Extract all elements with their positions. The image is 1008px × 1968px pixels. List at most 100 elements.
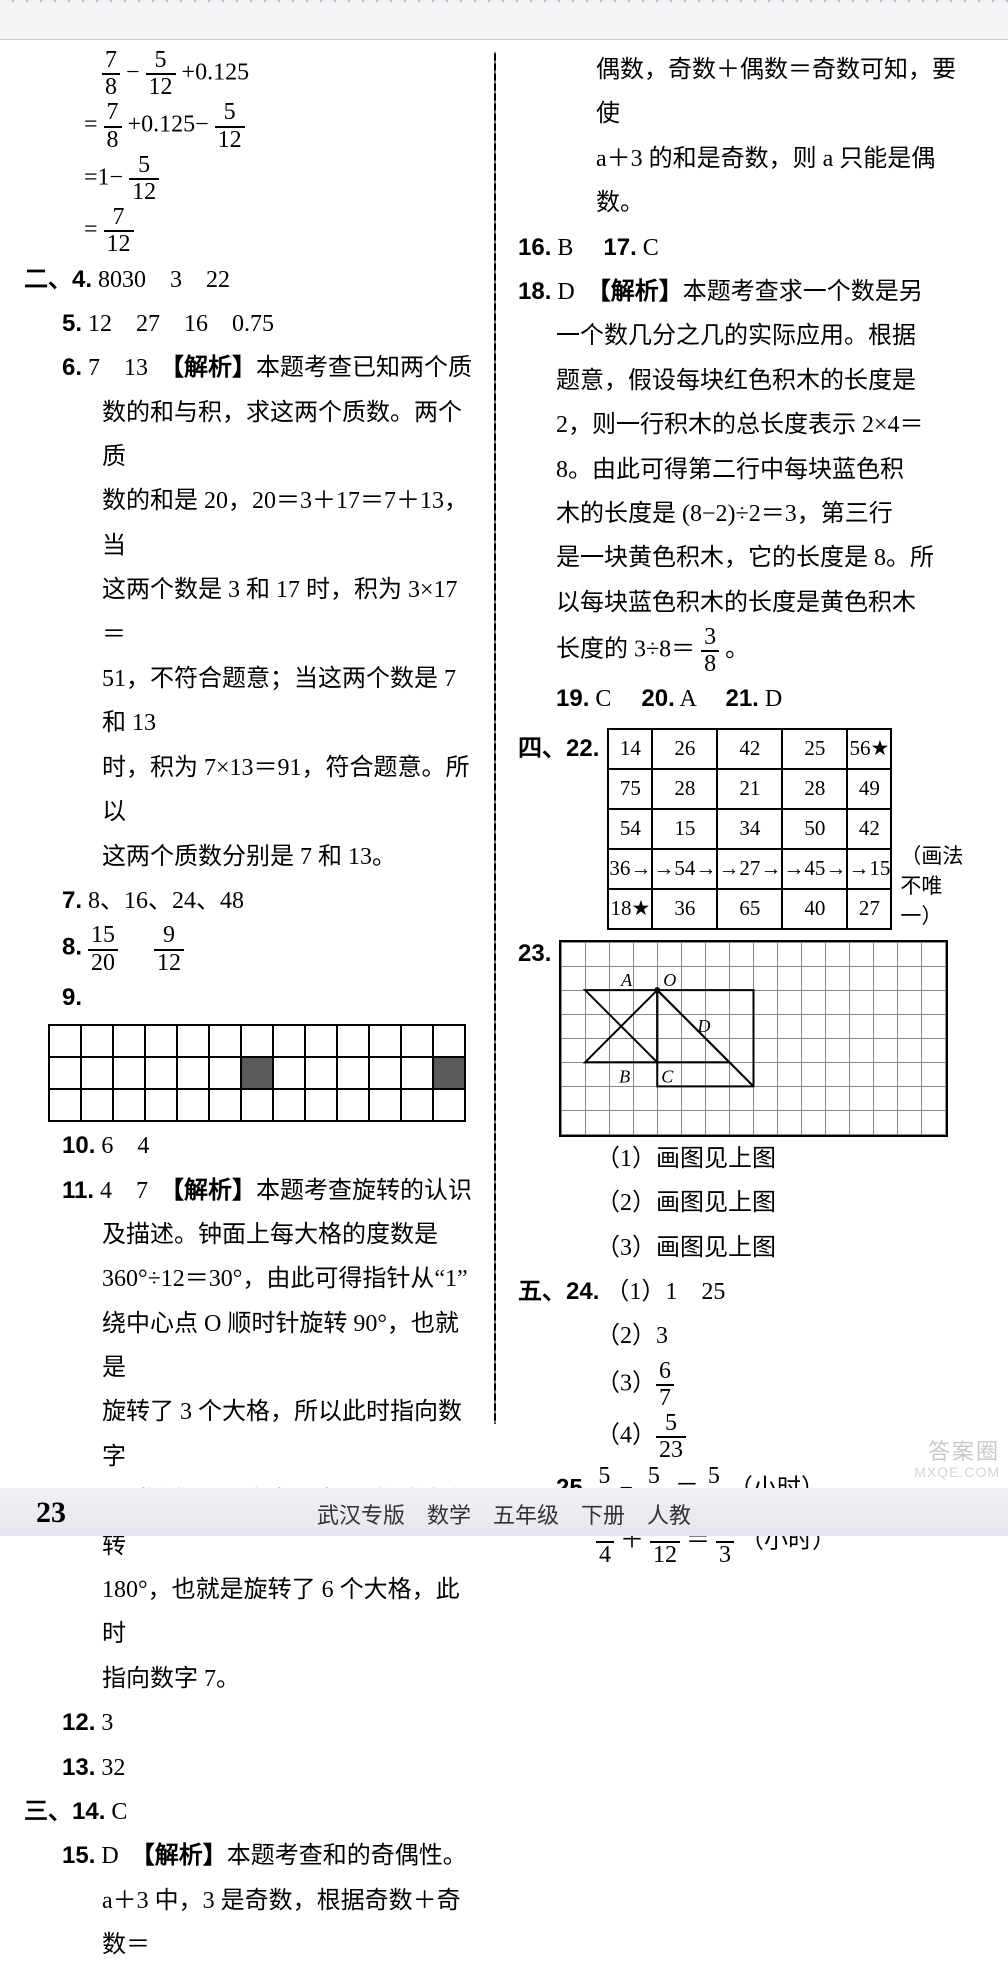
q-label: 15. <box>62 1842 95 1869</box>
page-footer: 武汉专版 数学 五年级 下册 人教 <box>0 1498 1008 1530</box>
svg-text:O: O <box>664 970 677 990</box>
q-answer: B <box>557 235 573 261</box>
analysis-text: 8。由此可得第二行中每块蓝色积 <box>518 448 966 492</box>
analysis-text: a＋3 中，3 是奇数，根据奇数＋奇数＝ <box>24 1879 480 1968</box>
analysis-text: 2，则一行积木的总长度表示 2×4＝ <box>518 403 966 447</box>
frac-n: 5 <box>656 1411 686 1436</box>
top-decor <box>0 0 1008 40</box>
eq1-line3: =1− 512 <box>24 153 480 205</box>
q13: 13. 32 <box>24 1746 480 1790</box>
q-label: 13. <box>62 1754 95 1781</box>
frac-n: 5 <box>129 153 159 178</box>
q-answer: 4 7 <box>100 1178 172 1204</box>
analysis-text: 一个数几分之几的实际应用。根据 <box>518 314 966 358</box>
analysis-text: 本题考查旋转的认识 <box>256 1178 472 1204</box>
q-label: 8. <box>62 934 82 961</box>
frac-n: 5 <box>595 1464 613 1489</box>
q14: 三、14. C <box>24 1790 480 1834</box>
minus: − <box>126 60 140 86</box>
q-answer: D <box>557 279 598 305</box>
watermark-sub: MXQE.COM <box>914 1465 1000 1480</box>
q-label: 10. <box>62 1132 95 1159</box>
frac-d: 8 <box>701 650 719 677</box>
q23-figure: A O B C D <box>559 940 948 1137</box>
q9-grid <box>48 1024 466 1122</box>
analysis-text: 本题考查已知两个质 <box>256 355 472 381</box>
frac-n: 7 <box>104 100 122 125</box>
frac-d: 8 <box>102 73 120 100</box>
q18-head: 18. D 【解析】本题考查求一个数是另 <box>518 270 966 314</box>
q-label: 五、24. <box>518 1278 599 1305</box>
q-label: 11. <box>62 1177 94 1204</box>
analysis-text: 及描述。钟面上每大格的度数是 <box>24 1213 480 1257</box>
analysis-text: 。 <box>725 637 749 663</box>
eq-pre: = <box>84 217 98 243</box>
svg-text:A: A <box>621 970 634 990</box>
q10: 10. 6 4 <box>24 1124 480 1168</box>
q-answer: 12 27 16 0.75 <box>88 311 274 337</box>
analysis-text: 偶数，奇数＋偶数＝奇数可知，要使 <box>518 48 966 137</box>
analysis-text: 数的和与积，求这两个质数。两个质 <box>24 391 480 480</box>
frac-d: 4 <box>596 1541 614 1568</box>
analysis-text: 题意，假设每块红色积木的长度是 <box>518 359 966 403</box>
q-answer: D <box>101 1843 142 1869</box>
q-answer: 3 <box>101 1710 113 1736</box>
analysis-text: 时，积为 7×13＝91，符合题意。所以 <box>24 746 480 835</box>
frac-n: 6 <box>656 1359 674 1384</box>
q-answer: C <box>595 686 611 712</box>
sub-label: （4） <box>596 1423 656 1449</box>
q-answer: 7 13 <box>88 355 172 381</box>
q-label: 16. <box>518 234 551 261</box>
q-label: 21. <box>725 685 758 712</box>
analysis-text: 是一块黄色积木，它的长度是 8。所 <box>518 536 966 580</box>
analysis-text: 360°÷12＝30°，由此可得指针从“1” <box>24 1257 480 1301</box>
frac-n: 15 <box>88 923 118 948</box>
q-label: 23. <box>518 940 551 968</box>
q-answer: C <box>111 1799 127 1825</box>
q24-3: （3）67 <box>518 1359 966 1411</box>
q-label: 9. <box>62 984 82 1011</box>
q-label: 20. <box>641 685 674 712</box>
analysis-text: 这两个数是 3 和 17 时，积为 3×17＝ <box>24 568 480 657</box>
frac-n: 5 <box>146 48 176 73</box>
analysis-text: 本题考查和的奇偶性。 <box>227 1843 467 1869</box>
q9-label: 9. <box>24 976 480 1020</box>
q24-4: （4）523 <box>518 1411 966 1463</box>
q-answer: 6 4 <box>101 1133 149 1159</box>
analysis-tag: 【解析】 <box>143 1842 227 1869</box>
q16-17: 16. B 17. C <box>518 226 966 270</box>
q5: 5. 12 27 16 0.75 <box>24 302 480 346</box>
frac-d: 12 <box>215 126 245 153</box>
eq-mid: +0.125− <box>128 112 209 138</box>
q22-row: 四、22. 1426422556★7528212849541534504236→… <box>518 728 966 930</box>
q24-1: 五、24. （1）1 25 <box>518 1270 966 1314</box>
q-answer: 8、16、24、48 <box>88 888 244 914</box>
frac-n: 5 <box>215 100 245 125</box>
frac-n: 9 <box>154 923 184 948</box>
analysis-text: 本题考查求一个数是另 <box>683 279 923 305</box>
q11-head: 11. 4 7 【解析】本题考查旋转的认识 <box>24 1169 480 1213</box>
analysis-text: a＋3 的和是奇数，则 a 只能是偶数。 <box>518 137 966 226</box>
analysis-text: 以每块蓝色积木的长度是黄色积木 <box>518 581 966 625</box>
analysis-tag: 【解析】 <box>172 1177 256 1204</box>
analysis-text: 绕中心点 O 顺时针旋转 90°，也就是 <box>24 1302 480 1391</box>
watermark: 答案圈 MXQE.COM <box>914 1440 1000 1480</box>
analysis-text: 51，不符合题意；当这两个数是 7 和 13 <box>24 657 480 746</box>
frac-d: 23 <box>656 1436 686 1463</box>
q23-sub: （3）画图见上图 <box>518 1226 966 1270</box>
q-answer: （1）1 25 <box>605 1279 725 1305</box>
q-answer: 8030 3 22 <box>98 267 230 293</box>
frac-d: 7 <box>656 1384 674 1411</box>
q-label: 17. <box>603 234 636 261</box>
eq1-line1: 78 − 512 +0.125 <box>24 48 480 100</box>
eq-tail: +0.125 <box>182 60 250 86</box>
q6-head: 6. 7 13 【解析】本题考查已知两个质 <box>24 346 480 390</box>
q23-overlay: A O B C D <box>561 942 946 1135</box>
frac-d: 12 <box>129 178 159 205</box>
right-column: 偶数，奇数＋偶数＝奇数可知，要使 a＋3 的和是奇数，则 a 只能是偶数。 16… <box>496 48 966 1424</box>
q-label: 7. <box>62 887 82 914</box>
q-label: 四、22. <box>518 728 599 763</box>
q-label: 二、4. <box>24 266 92 293</box>
q-label: 12. <box>62 1709 95 1736</box>
q24-2: （2）3 <box>518 1314 966 1358</box>
